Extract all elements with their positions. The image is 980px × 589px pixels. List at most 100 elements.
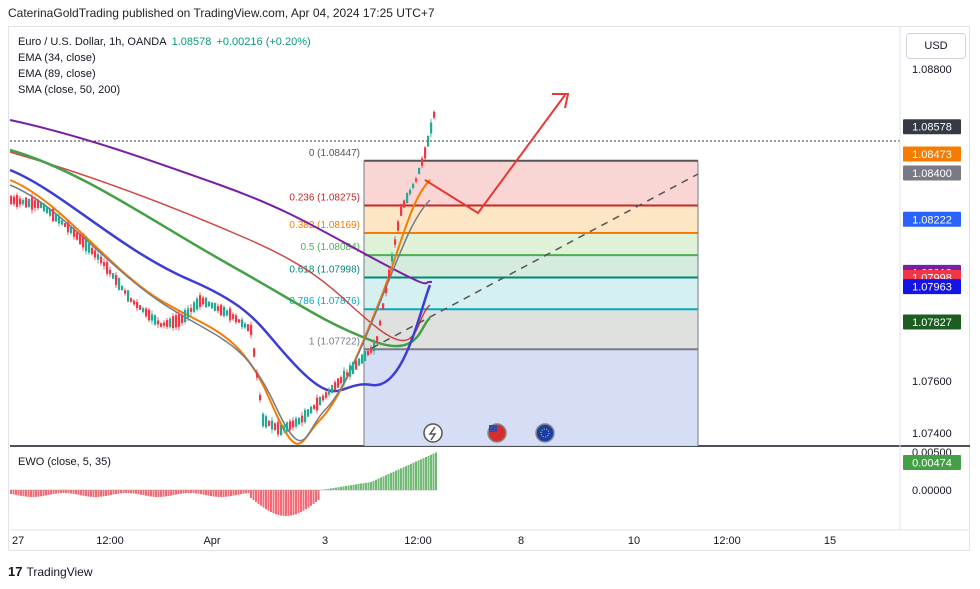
candle-body <box>139 305 142 310</box>
candle-body <box>88 243 91 253</box>
ewo-bar <box>392 471 395 490</box>
candle-body <box>367 350 370 356</box>
candle-body <box>283 426 286 431</box>
candle-body <box>133 300 136 305</box>
candle-body <box>277 422 280 435</box>
ewo-bar <box>105 490 107 496</box>
ewo-bar <box>350 485 352 490</box>
candle-body <box>310 406 313 414</box>
candle-body <box>85 238 88 252</box>
ewo-bar <box>277 490 280 515</box>
ewo-bar <box>365 482 367 490</box>
ewo-bar <box>280 490 282 516</box>
ewo-bar <box>10 490 12 494</box>
ewo-bar <box>427 455 430 490</box>
candle-body <box>34 200 37 208</box>
candle-body <box>256 372 259 378</box>
ewo-bar <box>290 490 292 516</box>
ewo-bar <box>222 490 225 497</box>
price-badge-label: 1.08578 <box>912 122 952 134</box>
candle-body <box>250 324 253 336</box>
ewo-bar <box>60 490 62 494</box>
ewo-bar <box>170 490 172 496</box>
fib-zone <box>364 309 698 350</box>
candle-body <box>289 421 292 430</box>
price-axis[interactable]: 1.08800 1.07600 1.07400 <box>912 64 952 440</box>
candle-body <box>241 319 244 328</box>
ewo-bar <box>92 490 95 497</box>
ewo-bar <box>182 490 185 494</box>
ewo-bar <box>380 477 382 490</box>
candle-body <box>199 295 202 307</box>
ewo-badge-label: 0.00474 <box>912 458 952 470</box>
candle-body <box>109 269 112 275</box>
candle-body <box>58 216 61 224</box>
ewo-bar <box>300 490 302 513</box>
time-tick-label: Apr <box>203 535 220 547</box>
fib-zone <box>364 233 698 256</box>
candle-body <box>214 302 217 312</box>
ewo-bar <box>245 490 247 494</box>
candle-body <box>364 350 367 362</box>
ewo-badge <box>903 455 961 470</box>
ewo-bar <box>355 484 357 490</box>
time-axis[interactable]: 27 12:00 Apr 3 12:00 8 10 12:00 15 <box>12 535 836 547</box>
ewo-bar <box>402 467 405 490</box>
price-badge <box>903 314 961 330</box>
ewo-bar <box>375 479 377 490</box>
ewo-bar <box>255 490 257 503</box>
candle-body <box>55 213 58 222</box>
candle-body <box>187 308 190 318</box>
ewo-bar <box>432 453 435 490</box>
ewo-bar <box>167 490 170 497</box>
ewo-bar <box>275 490 277 515</box>
fib-level-label: 0.5 (1.08084) <box>301 242 361 253</box>
ewo-bar <box>372 480 375 490</box>
candle-body <box>196 298 199 310</box>
candle-body <box>40 202 43 208</box>
candle-body <box>274 423 277 430</box>
ewo-bar <box>55 490 57 494</box>
sma-label[interactable]: SMA (close, 50, 200) <box>18 84 121 96</box>
candle-body <box>70 226 73 234</box>
ewo-bar <box>220 490 222 497</box>
event-icons[interactable] <box>423 423 555 443</box>
fib-level-label: 0.382 (1.08169) <box>289 220 360 231</box>
ewo-bar <box>142 490 145 496</box>
ewo-bar <box>102 490 105 497</box>
ewo-bar <box>242 490 245 494</box>
ewo-bar <box>85 490 87 497</box>
time-tick-label: 8 <box>518 535 524 547</box>
ewo-bar <box>15 490 17 495</box>
ewo-bar <box>295 490 297 515</box>
candle-body <box>172 316 175 328</box>
candle-body <box>19 198 22 205</box>
candle-body <box>238 319 241 323</box>
ewo-indicator-label[interactable]: EWO (close, 5, 35) <box>18 456 111 468</box>
ema-89-label[interactable]: EMA (89, close) <box>18 68 96 80</box>
ewo-bar <box>82 490 85 496</box>
ewo-bar <box>405 466 407 490</box>
ewo-bar <box>67 490 70 494</box>
price-change: +0.00216 (+0.20%) <box>216 36 311 48</box>
ewo-bar <box>342 486 345 490</box>
ewo-bar <box>22 490 25 497</box>
ewo-bar <box>160 490 162 497</box>
ewo-bar <box>282 490 285 516</box>
symbol-title[interactable]: Euro / U.S. Dollar, 1h, OANDA <box>18 36 167 48</box>
price-tick-label: 1.07600 <box>912 376 952 388</box>
candle-body <box>28 199 31 207</box>
candle-body <box>31 197 34 210</box>
ewo-bar <box>292 490 295 515</box>
candle-body <box>97 254 100 260</box>
candle-body <box>79 233 82 245</box>
ema-34-label[interactable]: EMA (34, close) <box>18 52 96 64</box>
ewo-bar <box>72 490 75 494</box>
currency-button[interactable]: USD <box>906 33 966 59</box>
ewo-bar <box>115 490 117 495</box>
ewo-bar <box>417 460 420 490</box>
candle-body <box>157 320 160 325</box>
chart-legend: Euro / U.S. Dollar, 1h, OANDA 1.08578 +0… <box>18 34 313 98</box>
ewo-bar <box>357 484 360 490</box>
